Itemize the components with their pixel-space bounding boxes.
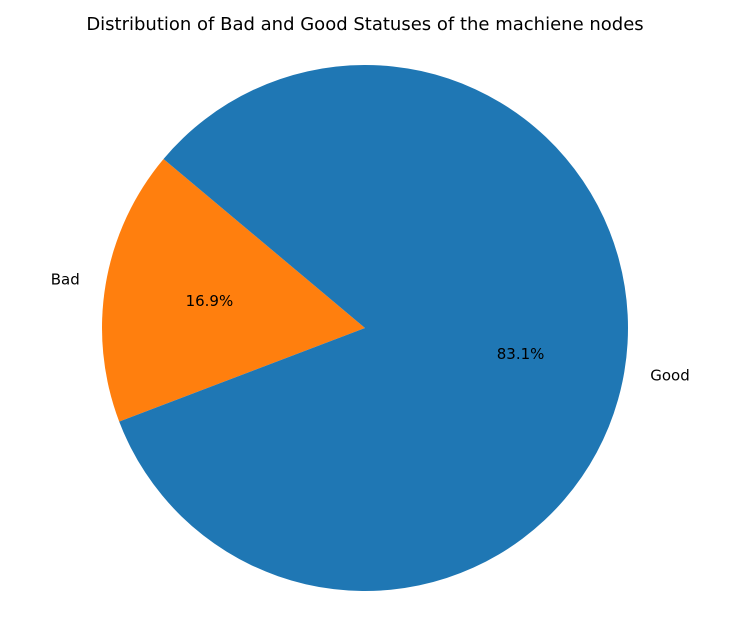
slice-percent-good: 83.1% — [497, 345, 545, 363]
pie-slice-bad — [101, 158, 365, 422]
pie-slice-good — [119, 64, 628, 591]
slice-percent-bad: 16.9% — [186, 292, 234, 310]
pie-slices — [101, 64, 628, 591]
chart-title: Distribution of Bad and Good Statuses of… — [86, 14, 643, 35]
pie-labels: Bad 16.9% Good 83.1% — [51, 270, 690, 384]
slice-label-good: Good — [650, 367, 690, 385]
slice-label-bad: Bad — [51, 270, 80, 288]
